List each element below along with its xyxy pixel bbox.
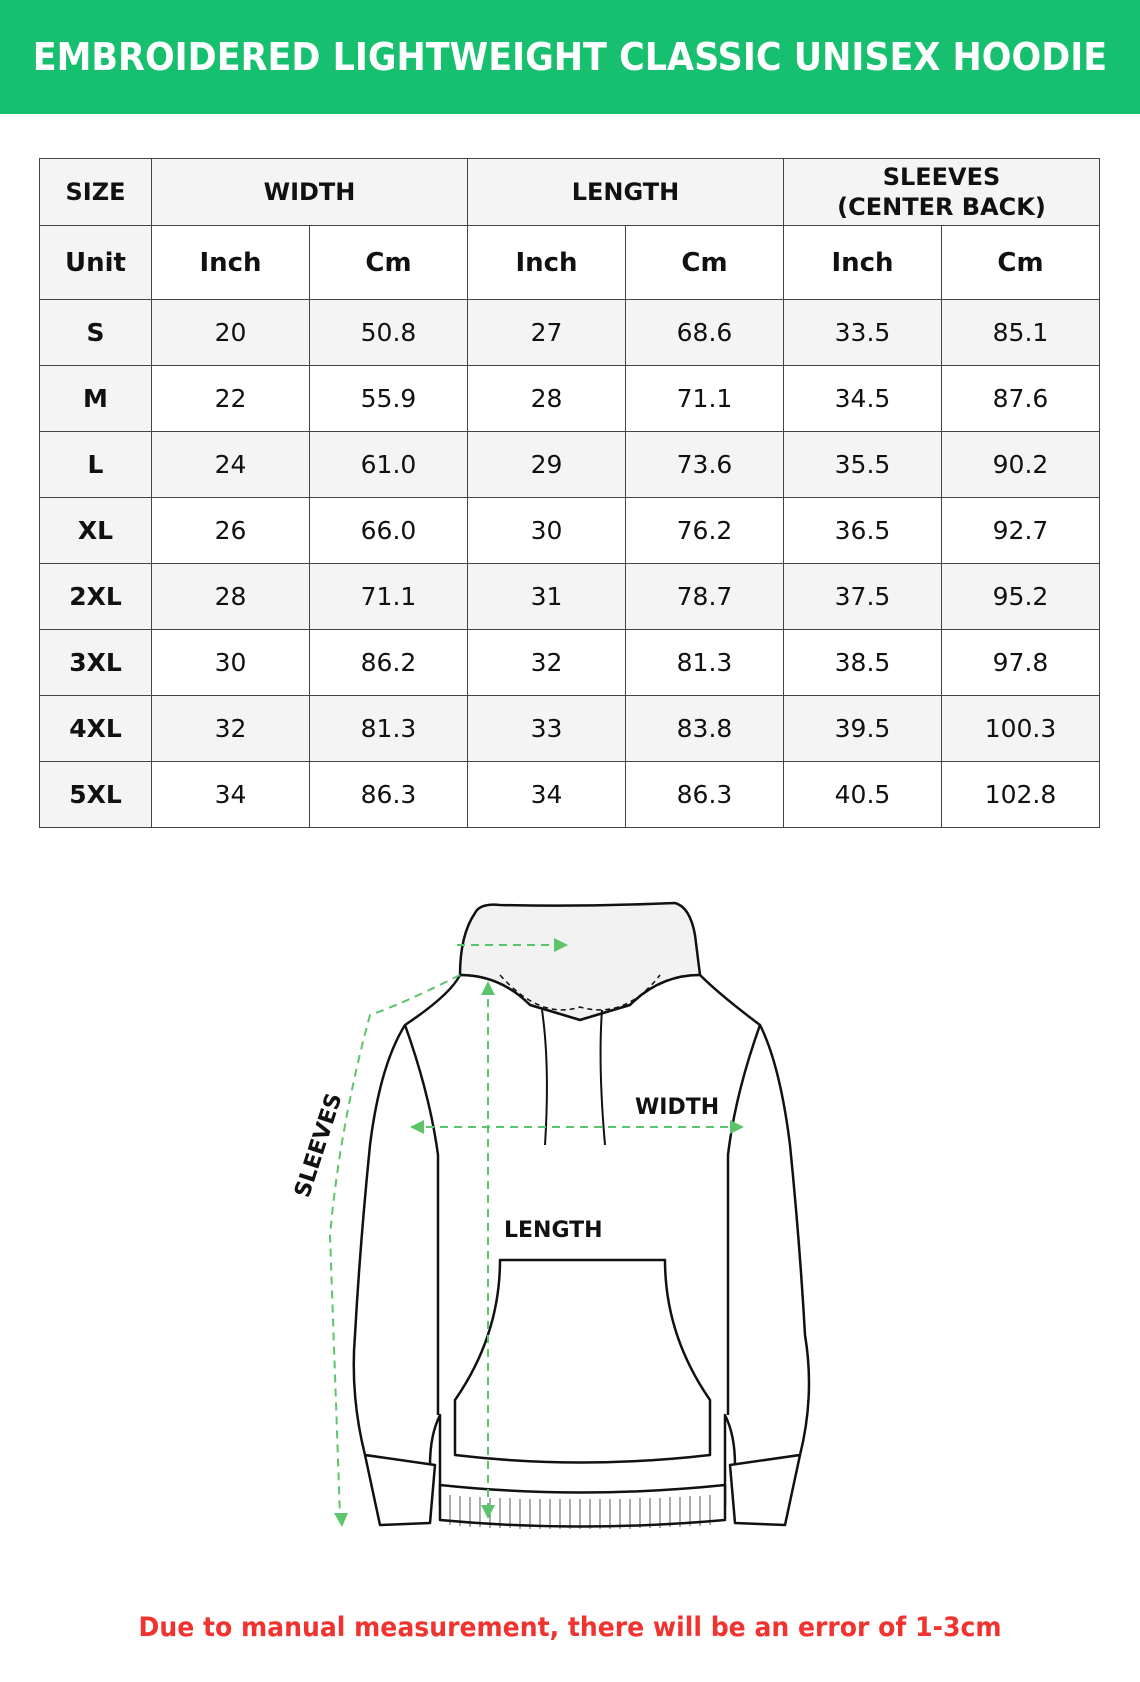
value-cell-s-cm: 85.1 xyxy=(941,299,1100,366)
sleeves-header-line2: (CENTER BACK) xyxy=(837,193,1046,221)
value-cell-w-cm: 61.0 xyxy=(309,431,468,498)
size-cell: L xyxy=(39,431,152,498)
value-cell-l-in: 31 xyxy=(467,563,626,630)
value-cell-s-cm: 90.2 xyxy=(941,431,1100,498)
value-cell-w-in: 34 xyxy=(151,761,310,828)
value-cell-l-in: 33 xyxy=(467,695,626,762)
header-row: SIZE WIDTH LENGTH SLEEVES (CENTER BACK) xyxy=(39,158,1100,226)
measurement-lines xyxy=(328,944,742,1516)
sleeves-header: SLEEVES (CENTER BACK) xyxy=(783,158,1100,226)
sleeves-header-line1: SLEEVES xyxy=(882,163,1001,191)
value-cell-l-cm: 76.2 xyxy=(625,497,784,564)
value-cell-w-cm: 81.3 xyxy=(309,695,468,762)
unit-row: Unit Inch Cm Inch Cm Inch Cm xyxy=(39,225,1100,300)
value-cell-l-in: 34 xyxy=(467,761,626,828)
value-cell-w-cm: 86.3 xyxy=(309,761,468,828)
value-cell-s-cm: 102.8 xyxy=(941,761,1100,828)
size-cell: 3XL xyxy=(39,629,152,696)
unit-inch: Inch xyxy=(783,225,942,300)
value-cell-l-cm: 68.6 xyxy=(625,299,784,366)
table-row: 2XL 28 71.1 31 78.7 37.5 95.2 xyxy=(39,563,1100,630)
value-cell-w-in: 32 xyxy=(151,695,310,762)
value-cell-l-in: 30 xyxy=(467,497,626,564)
value-cell-s-in: 34.5 xyxy=(783,365,942,432)
table-row: 3XL 30 86.2 32 81.3 38.5 97.8 xyxy=(39,629,1100,696)
value-cell-w-cm: 66.0 xyxy=(309,497,468,564)
title-banner: EMBROIDERED LIGHTWEIGHT CLASSIC UNISEX H… xyxy=(0,0,1140,114)
value-cell-l-cm: 86.3 xyxy=(625,761,784,828)
value-cell-w-in: 22 xyxy=(151,365,310,432)
value-cell-s-in: 35.5 xyxy=(783,431,942,498)
page-title: EMBROIDERED LIGHTWEIGHT CLASSIC UNISEX H… xyxy=(32,35,1108,79)
value-cell-l-in: 28 xyxy=(467,365,626,432)
length-label: LENGTH xyxy=(504,1218,603,1243)
value-cell-w-in: 26 xyxy=(151,497,310,564)
size-header: SIZE xyxy=(39,158,152,226)
value-cell-w-in: 30 xyxy=(151,629,310,696)
value-cell-l-cm: 71.1 xyxy=(625,365,784,432)
value-cell-w-cm: 86.2 xyxy=(309,629,468,696)
unit-cm: Cm xyxy=(941,225,1100,300)
value-cell-s-in: 37.5 xyxy=(783,563,942,630)
value-cell-s-cm: 100.3 xyxy=(941,695,1100,762)
table-row: 5XL 34 86.3 34 86.3 40.5 102.8 xyxy=(39,761,1100,828)
size-cell: M xyxy=(39,365,152,432)
value-cell-s-cm: 87.6 xyxy=(941,365,1100,432)
value-cell-w-cm: 50.8 xyxy=(309,299,468,366)
length-header: LENGTH xyxy=(467,158,784,226)
value-cell-s-in: 38.5 xyxy=(783,629,942,696)
size-cell: 2XL xyxy=(39,563,152,630)
value-cell-l-cm: 73.6 xyxy=(625,431,784,498)
unit-inch: Inch xyxy=(467,225,626,300)
value-cell-s-cm: 92.7 xyxy=(941,497,1100,564)
value-cell-s-in: 36.5 xyxy=(783,497,942,564)
width-label: WIDTH xyxy=(635,1095,720,1120)
value-cell-s-cm: 95.2 xyxy=(941,563,1100,630)
value-cell-l-in: 29 xyxy=(467,431,626,498)
unit-cm: Cm xyxy=(625,225,784,300)
width-header: WIDTH xyxy=(151,158,468,226)
value-cell-s-in: 39.5 xyxy=(783,695,942,762)
value-cell-l-cm: 83.8 xyxy=(625,695,784,762)
hoodie-illustration xyxy=(328,901,811,1529)
value-cell-w-in: 28 xyxy=(151,563,310,630)
table-row: M 22 55.9 28 71.1 34.5 87.6 xyxy=(39,365,1100,432)
value-cell-l-cm: 78.7 xyxy=(625,563,784,630)
value-cell-w-cm: 71.1 xyxy=(309,563,468,630)
unit-inch: Inch xyxy=(151,225,310,300)
size-cell: 5XL xyxy=(39,761,152,828)
table-row: L 24 61.0 29 73.6 35.5 90.2 xyxy=(39,431,1100,498)
measurement-note: Due to manual measurement, there will be… xyxy=(138,1612,1002,1643)
value-cell-s-in: 40.5 xyxy=(783,761,942,828)
size-cell: 4XL xyxy=(39,695,152,762)
table-row: XL 26 66.0 30 76.2 36.5 92.7 xyxy=(39,497,1100,564)
unit-label: Unit xyxy=(39,225,152,300)
table-row: 4XL 32 81.3 33 83.8 39.5 100.3 xyxy=(39,695,1100,762)
value-cell-w-cm: 55.9 xyxy=(309,365,468,432)
size-cell: S xyxy=(39,299,152,366)
value-cell-w-in: 20 xyxy=(151,299,310,366)
value-cell-l-in: 27 xyxy=(467,299,626,366)
table-row: S 20 50.8 27 68.6 33.5 85.1 xyxy=(39,299,1100,366)
value-cell-s-cm: 97.8 xyxy=(941,629,1100,696)
value-cell-w-in: 24 xyxy=(151,431,310,498)
value-cell-l-cm: 81.3 xyxy=(625,629,784,696)
arrow-heads xyxy=(334,938,744,1527)
value-cell-s-in: 33.5 xyxy=(783,299,942,366)
unit-cm: Cm xyxy=(309,225,468,300)
size-cell: XL xyxy=(39,497,152,564)
value-cell-l-in: 32 xyxy=(467,629,626,696)
size-chart-table: SIZE WIDTH LENGTH SLEEVES (CENTER BACK) U… xyxy=(39,158,1100,828)
hoodie-diagram: WIDTH LENGTH SLEEVES xyxy=(280,895,840,1545)
